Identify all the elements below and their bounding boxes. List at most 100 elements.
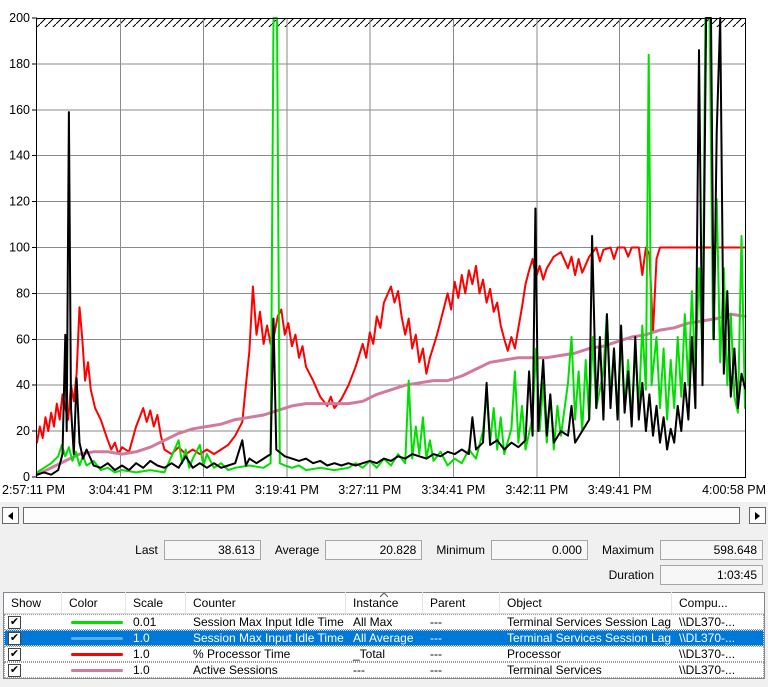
y-axis-tick-label: 180 (9, 57, 30, 71)
x-axis-tick-label: 3:42:11 PM (505, 483, 568, 497)
minimum-value: 0.000 (490, 540, 588, 560)
maximum-value: 598.648 (660, 540, 763, 560)
show-checkbox[interactable]: ✔ (8, 663, 21, 677)
computer-cell: \\DL370-... (679, 631, 736, 645)
show-checkbox[interactable]: ✔ (8, 647, 21, 661)
parent-cell: --- (430, 647, 442, 661)
counter-cell: Session Max Input Idle Time (193, 615, 344, 629)
color-swatch (71, 636, 123, 640)
column-header-instance[interactable]: Instance (346, 592, 423, 613)
color-swatch (71, 668, 123, 672)
y-axis-tick-label: 160 (9, 103, 30, 117)
column-header-computer[interactable]: Compu... (679, 596, 728, 610)
column-header-counter[interactable]: Counter (186, 592, 346, 613)
scrollbar-left-button[interactable] (2, 507, 19, 524)
scale-cell: 1.0 (133, 647, 150, 661)
y-axis-tick-label: 80 (16, 286, 30, 300)
counter-statistics: Last 38.613 Average 20.828 Minimum 0.000… (0, 540, 763, 590)
column-header-scale[interactable]: Scale (126, 592, 186, 613)
scroll-right-arrow-icon (755, 511, 764, 520)
x-axis-tick-label: 3:04:41 PM (89, 483, 153, 497)
performance-line-chart: 0 20 40 60 80 100 120 140 160 180 200 2:57:11 PM 3:0… (2, 11, 766, 497)
plot-border (36, 18, 746, 478)
x-axis-tick-label: 3:49:41 PM (588, 483, 652, 497)
color-swatch (71, 652, 123, 656)
duration-value: 1:03:45 (660, 565, 763, 585)
x-axis-tick-label: 4:00:58 PM (702, 483, 766, 497)
x-axis-tick-label: 3:19:41 PM (255, 483, 319, 497)
time-range-scrollbar[interactable] (2, 507, 766, 524)
scrollbar-thumb[interactable] (23, 507, 740, 524)
duration-label: Duration (608, 568, 654, 582)
color-swatch (71, 620, 123, 624)
counter-cell: Active Sessions (193, 663, 278, 677)
statistics-row-1: Last 38.613 Average 20.828 Minimum 0.000… (0, 540, 763, 560)
object-cell: Terminal Services Session Lag (507, 615, 672, 629)
parent-cell: --- (430, 663, 442, 677)
instance-cell: --- (353, 663, 365, 677)
parent-cell: --- (430, 631, 442, 645)
counter-cell: % Processor Time (193, 647, 291, 661)
column-header-color[interactable]: Color (62, 592, 126, 613)
statistics-row-2: Duration 1:03:45 (0, 565, 763, 585)
chart-top-hatch-band (37, 19, 745, 27)
scrollbar-track[interactable] (19, 507, 23, 524)
show-checkbox[interactable]: ✔ (8, 631, 21, 645)
show-checkbox[interactable]: ✔ (8, 615, 21, 629)
scrollbar-track[interactable] (740, 507, 749, 524)
counter-cell: Session Max Input Idle Time (193, 631, 344, 645)
chart-gridlines (32, 17, 745, 478)
instance-cell: _Total (353, 647, 386, 661)
y-axis-tick-label: 200 (9, 11, 30, 25)
y-axis-tick-label: 100 (9, 241, 30, 255)
scale-cell: 1.0 (133, 631, 150, 645)
minimum-label: Minimum (436, 543, 485, 557)
maximum-label: Maximum (601, 543, 654, 557)
chart-series-lines (35, 17, 747, 477)
x-axis-tick-label: 3:34:41 PM (421, 483, 485, 497)
checkmark-icon: ✔ (9, 647, 20, 660)
series-line (36, 17, 746, 476)
computer-cell: \\DL370-... (679, 647, 736, 661)
average-label: Average (274, 543, 320, 557)
y-axis-tick-label: 0 (23, 470, 30, 484)
checkmark-icon: ✔ (9, 663, 20, 676)
series-line (36, 246, 746, 456)
y-axis-tick-label: 60 (16, 332, 30, 346)
series-line (35, 312, 747, 477)
checkmark-icon: ✔ (9, 631, 20, 644)
computer-cell: \\DL370-... (679, 615, 736, 629)
y-axis-tick-label: 140 (9, 149, 30, 163)
legend-header-row: Show Color Scale Counter Instance Parent… (4, 592, 764, 614)
legend-row-active-sessions[interactable]: ✔ 1.0 Active Sessions --- --- Terminal S… (4, 662, 764, 678)
instance-cell: All Max (353, 615, 393, 629)
legend-row-session-max-all-max[interactable]: ✔ 0.01 Session Max Input Idle Time All M… (4, 614, 764, 630)
column-header-object[interactable]: Object (500, 592, 672, 613)
y-axis-tick-label: 40 (16, 378, 30, 392)
last-value: 38.613 (163, 540, 261, 560)
average-value: 20.828 (325, 540, 423, 560)
object-cell: Processor (507, 647, 562, 661)
legend-row-processor-time[interactable]: ✔ 1.0 % Processor Time _Total --- Proces… (4, 646, 764, 662)
instance-cell: All Average (353, 631, 414, 645)
column-header-parent[interactable]: Parent (423, 592, 500, 613)
counter-legend-table: Show Color Scale Counter Instance Parent… (3, 592, 765, 679)
scale-cell: 1.0 (133, 663, 150, 677)
last-label: Last (135, 543, 158, 557)
parent-cell: --- (430, 615, 442, 629)
column-header-show[interactable]: Show (4, 592, 62, 613)
scale-cell: 0.01 (133, 615, 157, 629)
computer-cell: \\DL370-... (679, 663, 736, 677)
scrollbar-right-button[interactable] (749, 507, 766, 524)
y-axis-tick-label: 20 (16, 424, 30, 438)
axis-labels: 0 20 40 60 80 100 120 140 160 180 200 2:57:11 PM 3:0… (2, 11, 766, 497)
x-axis-tick-label: 2:57:11 PM (2, 483, 65, 497)
y-axis-tick-label: 120 (9, 195, 30, 209)
scroll-left-arrow-icon (4, 511, 13, 520)
object-cell: Terminal Services (507, 663, 602, 677)
x-axis-tick-label: 3:27:11 PM (338, 483, 401, 497)
legend-row-session-max-all-average[interactable]: ✔ 1.0 Session Max Input Idle Time All Av… (4, 630, 764, 646)
chart-area: 0 20 40 60 80 100 120 140 160 180 200 2:57:11 PM 3:0… (0, 0, 768, 502)
sort-ascending-icon (379, 592, 389, 598)
